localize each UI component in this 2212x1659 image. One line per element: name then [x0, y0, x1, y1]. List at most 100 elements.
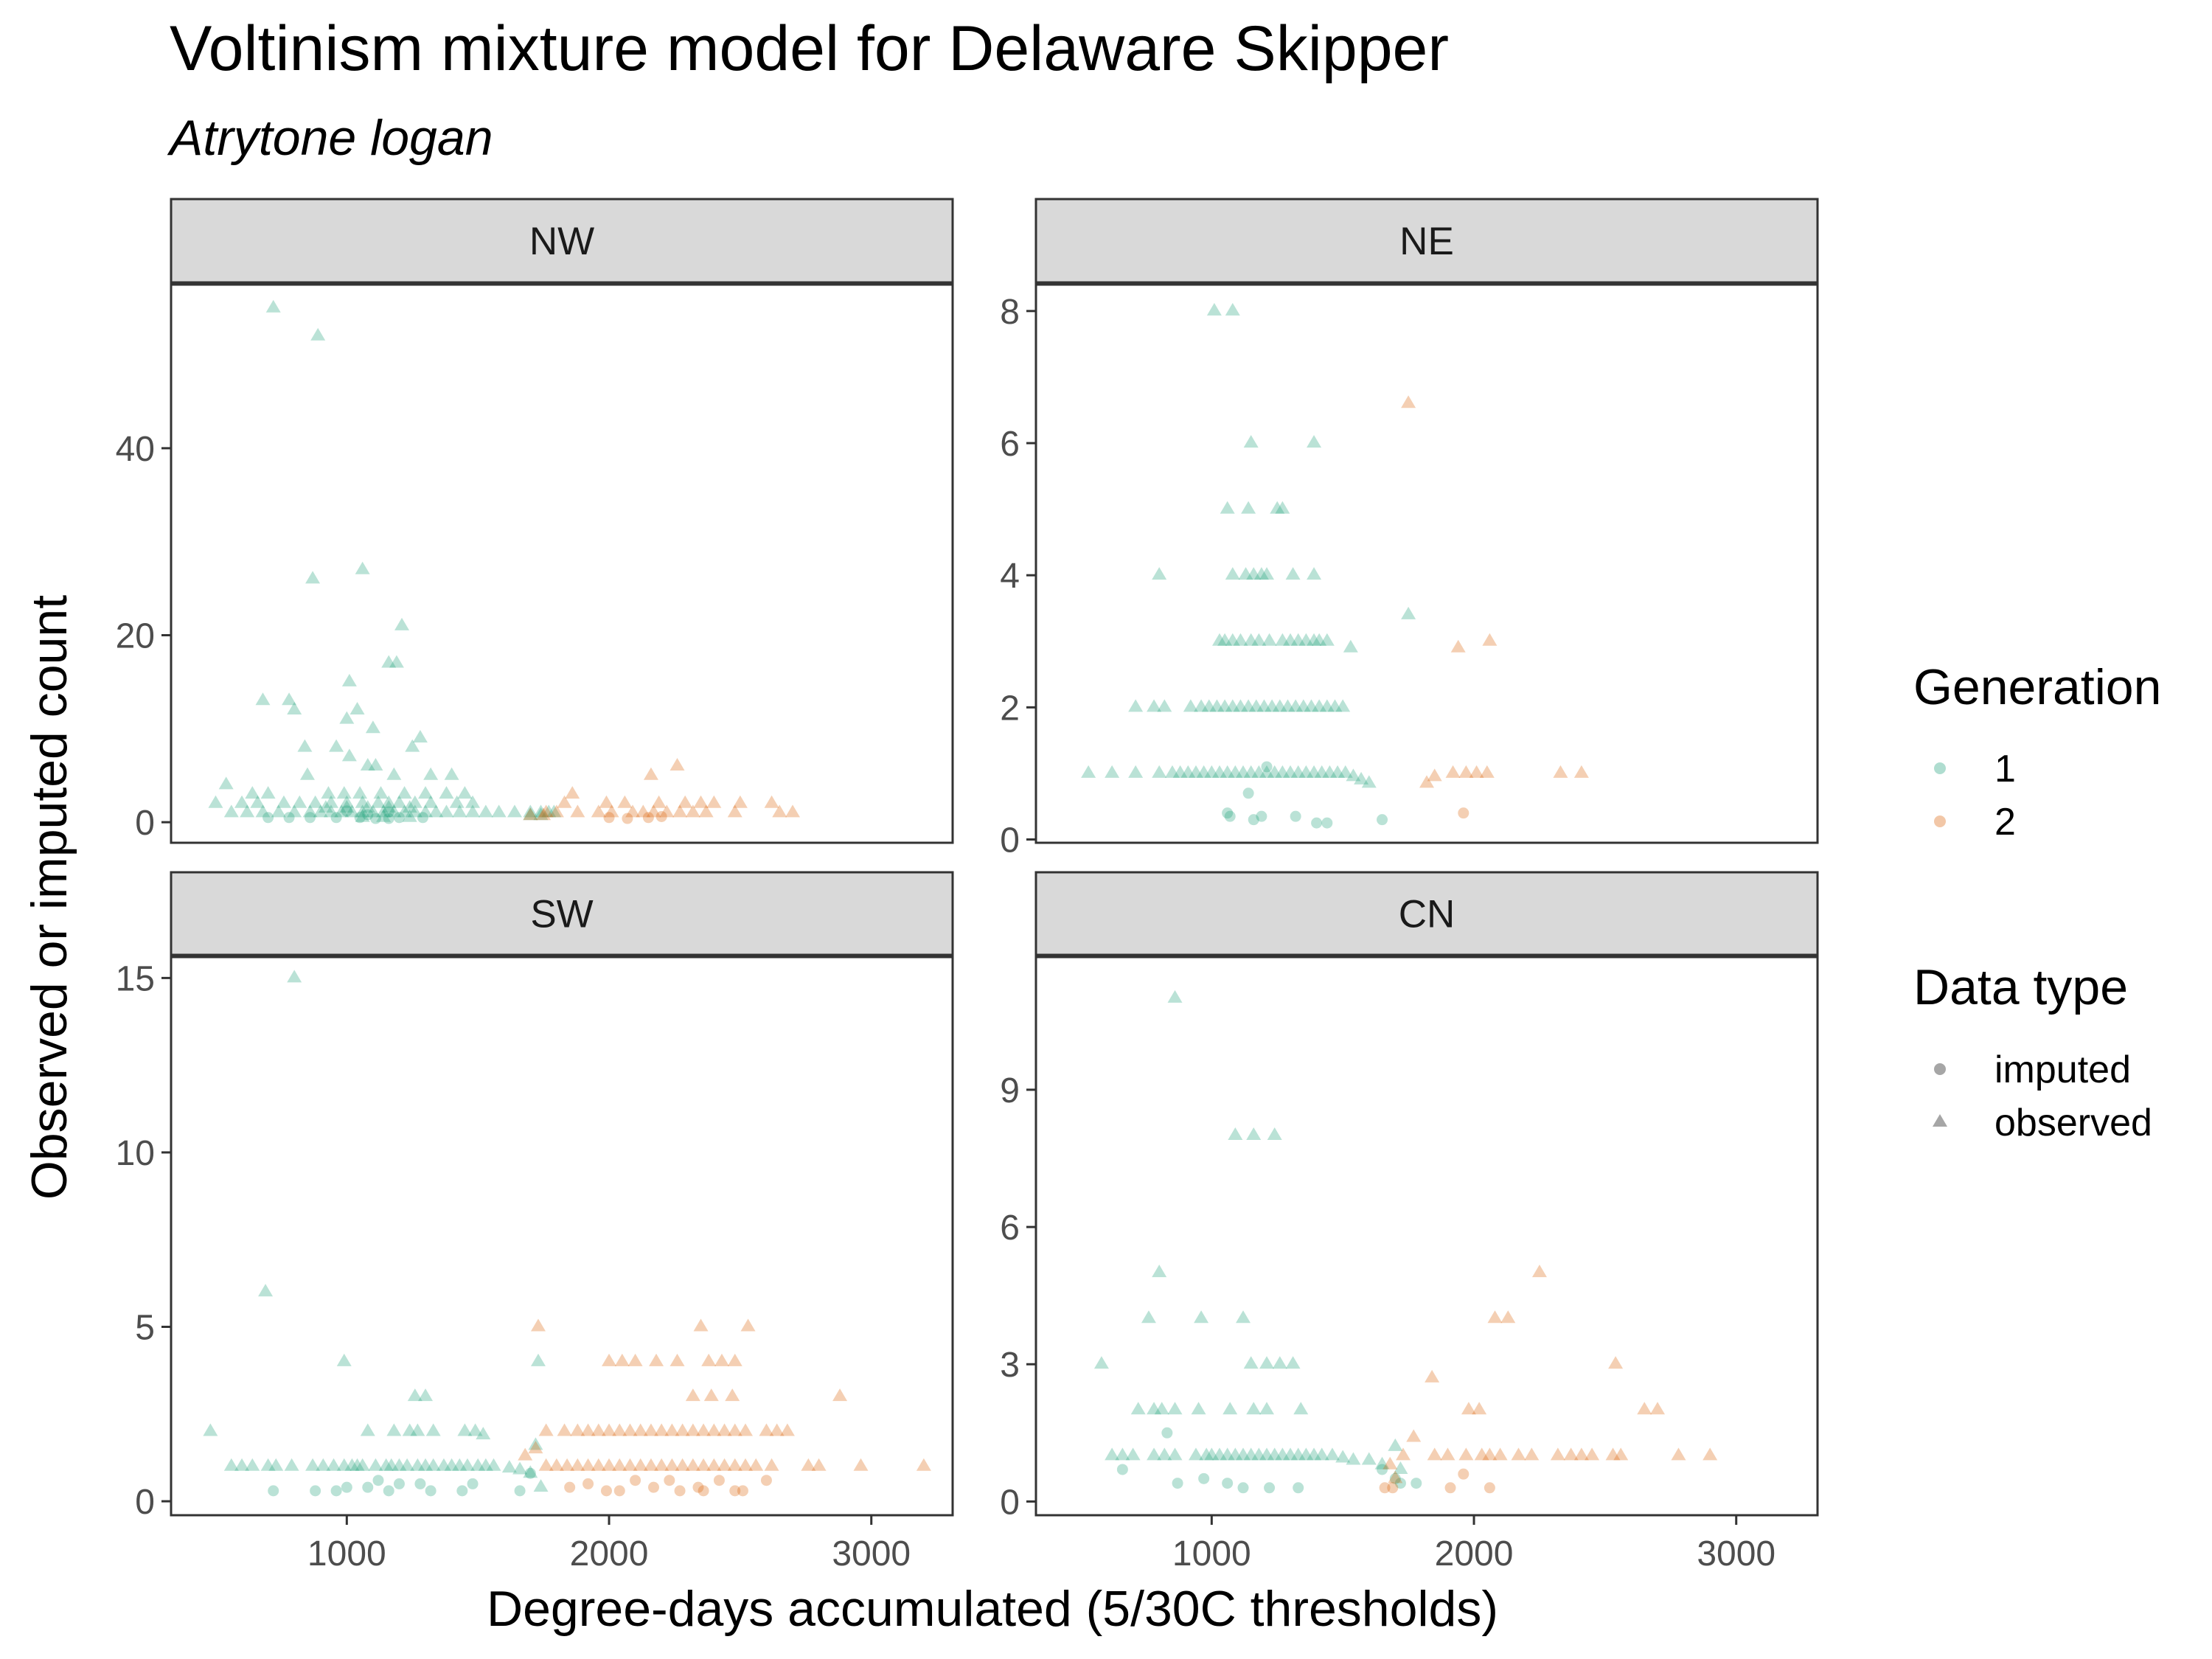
point-imputed-gen1 — [1198, 1472, 1210, 1484]
point-observed-gen1 — [1172, 765, 1188, 778]
point-observed-gen2 — [727, 1423, 742, 1436]
point-observed-gen1 — [383, 1458, 399, 1471]
point-imputed-gen1 — [305, 812, 316, 824]
point-observed-gen1 — [1335, 699, 1351, 712]
point-observed-gen1 — [405, 739, 420, 752]
point-observed-gen2 — [1524, 1447, 1540, 1461]
point-observed-gen2 — [678, 795, 693, 808]
point-observed-gen1 — [344, 1458, 360, 1471]
point-observed-gen1 — [1346, 768, 1361, 782]
point-observed-gen1 — [1147, 1402, 1162, 1415]
point-observed-gen1 — [402, 800, 417, 813]
point-observed-gen2 — [549, 1458, 564, 1471]
point-observed-gen2 — [706, 1423, 722, 1436]
point-observed-gen1 — [292, 795, 307, 808]
point-observed-gen1 — [1248, 699, 1264, 712]
point-observed-gen2 — [1671, 1447, 1686, 1461]
point-observed-gen1 — [486, 1458, 501, 1471]
point-observed-gen1 — [1128, 699, 1144, 712]
point-observed-gen2 — [669, 1353, 685, 1366]
point-observed-gen1 — [1290, 633, 1306, 646]
point-imputed-gen1 — [1311, 817, 1323, 829]
point-imputed-gen1 — [341, 1481, 352, 1493]
point-observed-gen2 — [732, 795, 748, 808]
legend-label-observed: observed — [1994, 1102, 2152, 1144]
point-observed-gen1 — [1196, 765, 1211, 778]
y-tick-label: 15 — [116, 959, 155, 998]
point-observed-gen1 — [457, 786, 473, 799]
point-observed-gen2 — [772, 804, 787, 818]
point-observed-gen1 — [1209, 699, 1225, 712]
point-observed-gen1 — [1243, 765, 1259, 778]
strip-label: SW — [530, 893, 593, 936]
point-observed-gen1 — [1256, 699, 1272, 712]
panel-border — [1034, 956, 1819, 1517]
point-imputed-gen1 — [393, 812, 405, 824]
point-observed-gen2 — [779, 1423, 795, 1436]
point-observed-gen2 — [1458, 765, 1474, 778]
point-observed-gen1 — [402, 809, 417, 822]
point-imputed-gen2 — [713, 1475, 725, 1486]
legend-key-gen2 — [1934, 815, 1946, 827]
point-observed-gen1 — [1180, 765, 1196, 778]
point-observed-gen2 — [1419, 775, 1434, 788]
point-observed-gen1 — [1330, 765, 1346, 778]
point-observed-gen1 — [334, 804, 349, 818]
point-observed-gen1 — [1236, 1310, 1251, 1324]
point-observed-gen1 — [218, 776, 234, 790]
point-observed-gen1 — [305, 1458, 321, 1471]
point-observed-gen2 — [685, 1388, 700, 1402]
point-observed-gen1 — [1194, 699, 1209, 712]
point-imputed-gen2 — [613, 1485, 625, 1497]
point-observed-gen1 — [1154, 1402, 1169, 1415]
point-observed-gen1 — [1147, 1447, 1162, 1461]
point-observed-gen2 — [748, 1458, 764, 1471]
point-observed-gen2 — [612, 1458, 627, 1471]
point-observed-gen2 — [530, 1318, 546, 1332]
point-imputed-gen1 — [383, 806, 394, 818]
point-imputed-gen1 — [425, 1485, 437, 1497]
point-observed-gen2 — [764, 795, 779, 808]
point-observed-gen1 — [1275, 633, 1290, 646]
point-observed-gen2 — [769, 1423, 785, 1436]
y-tick-label: 10 — [116, 1134, 155, 1173]
panel-ne: NE 0 2 4 6 8 — [1000, 198, 1819, 860]
point-observed-gen1 — [1093, 1356, 1109, 1369]
point-observed-gen1 — [1259, 1402, 1275, 1415]
point-observed-gen1 — [546, 804, 562, 818]
point-observed-gen2 — [759, 1423, 774, 1436]
panel-border — [170, 283, 954, 844]
point-observed-gen1 — [1393, 1461, 1408, 1474]
point-observed-gen2 — [1479, 765, 1495, 778]
point-observed-gen2 — [740, 1318, 756, 1332]
point-observed-gen1 — [355, 1458, 370, 1471]
point-observed-gen1 — [1307, 435, 1322, 448]
point-observed-gen1 — [1295, 699, 1311, 712]
point-observed-gen1 — [1128, 765, 1144, 778]
point-observed-gen2 — [643, 1458, 658, 1471]
point-observed-gen2 — [1401, 395, 1416, 408]
point-observed-gen1 — [258, 1284, 274, 1297]
point-observed-gen1 — [1319, 699, 1335, 712]
point-observed-gen1 — [1280, 699, 1295, 712]
point-observed-gen1 — [1314, 1447, 1329, 1461]
point-observed-gen1 — [255, 692, 271, 706]
point-observed-gen1 — [1259, 765, 1275, 778]
point-observed-gen1 — [1283, 765, 1298, 778]
y-tick-label: 2 — [1000, 689, 1020, 728]
point-observed-gen1 — [302, 804, 318, 818]
point-observed-gen1 — [1194, 1310, 1209, 1324]
point-observed-gen2 — [811, 1458, 827, 1471]
point-observed-gen2 — [591, 1423, 606, 1436]
point-imputed-gen1 — [1261, 761, 1273, 773]
point-observed-gen2 — [664, 1458, 680, 1471]
point-observed-gen1 — [1211, 765, 1227, 778]
point-observed-gen2 — [580, 1458, 596, 1471]
point-observed-gen1 — [355, 795, 370, 808]
point-observed-gen1 — [400, 1458, 415, 1471]
point-observed-gen2 — [1650, 1402, 1666, 1415]
point-observed-gen1 — [265, 299, 281, 313]
point-observed-gen1 — [310, 327, 326, 341]
chart-subtitle: Atrytone logan — [167, 110, 493, 166]
point-observed-gen2 — [801, 1458, 816, 1471]
